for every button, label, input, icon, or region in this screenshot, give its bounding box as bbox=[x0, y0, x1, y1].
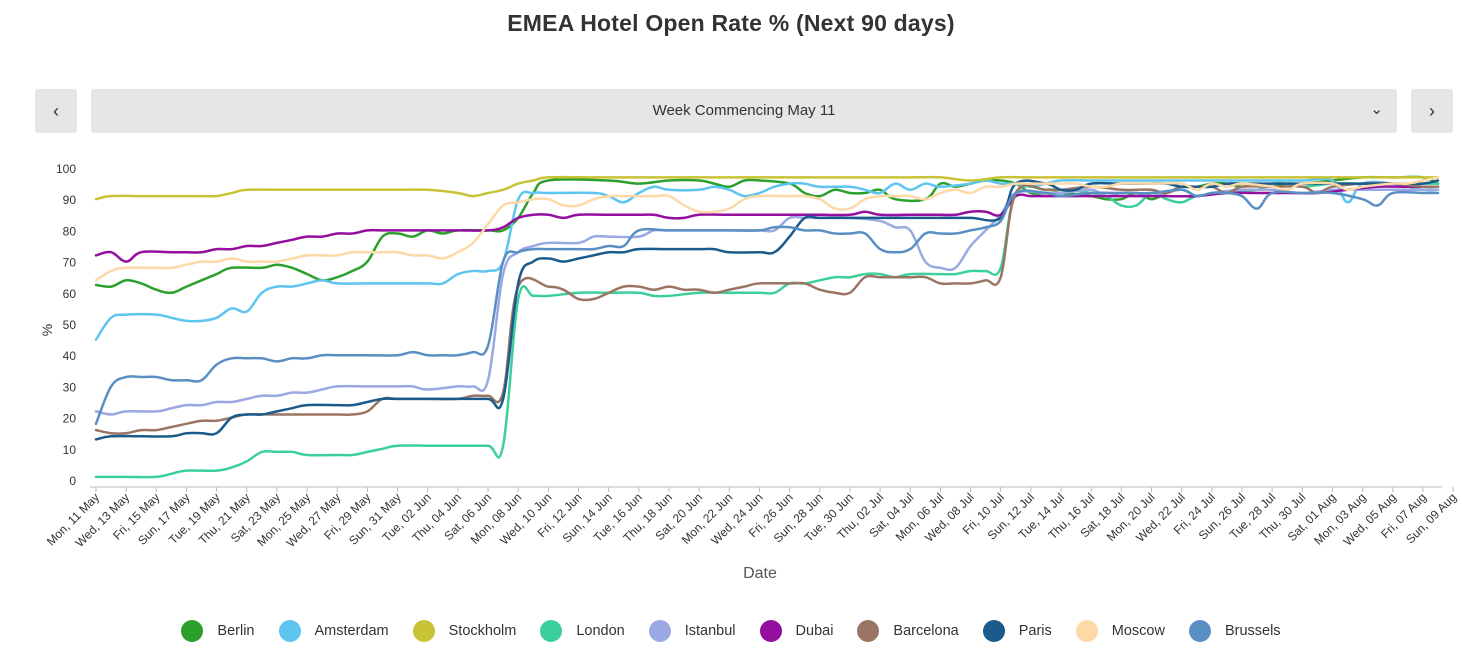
chevron-left-icon: ‹ bbox=[53, 100, 59, 121]
y-tick-label: 0 bbox=[69, 474, 76, 488]
prev-week-button[interactable]: ‹ bbox=[35, 89, 77, 133]
legend-label: London bbox=[576, 623, 625, 639]
y-tick-label: 60 bbox=[63, 287, 77, 301]
legend-item-london[interactable]: London bbox=[540, 620, 625, 642]
legend-swatch bbox=[759, 620, 782, 642]
legend-swatch bbox=[982, 620, 1005, 642]
series-line-dubai[interactable] bbox=[94, 185, 1440, 263]
legend-item-dubai[interactable]: Dubai bbox=[759, 620, 834, 642]
legend-swatch bbox=[857, 620, 880, 642]
series-line-moscow[interactable] bbox=[94, 176, 1440, 282]
legend-item-stockholm[interactable]: Stockholm bbox=[412, 620, 517, 642]
legend-item-berlin[interactable]: Berlin bbox=[181, 620, 255, 642]
y-axis-label: % bbox=[39, 324, 55, 336]
legend-swatch bbox=[278, 620, 301, 642]
legend-swatch bbox=[181, 620, 204, 642]
legend-label: Barcelona bbox=[893, 623, 959, 639]
legend-item-moscow[interactable]: Moscow bbox=[1075, 620, 1165, 642]
legend-item-barcelona[interactable]: Barcelona bbox=[857, 620, 959, 642]
series-line-london[interactable] bbox=[94, 181, 1440, 479]
series-line-istanbul[interactable] bbox=[94, 188, 1440, 416]
legend-item-paris[interactable]: Paris bbox=[982, 620, 1052, 642]
series-line-amsterdam[interactable] bbox=[94, 177, 1440, 341]
y-tick-label: 70 bbox=[63, 256, 77, 270]
series-line-paris[interactable] bbox=[94, 179, 1440, 441]
chevron-right-icon: › bbox=[1429, 100, 1435, 121]
legend-label: Istanbul bbox=[684, 623, 736, 639]
y-tick-label: 40 bbox=[63, 349, 77, 363]
y-tick-label: 80 bbox=[63, 224, 77, 238]
series-line-barcelona[interactable] bbox=[94, 181, 1440, 435]
series-lines bbox=[94, 175, 1440, 479]
y-tick-label: 50 bbox=[63, 318, 77, 332]
legend-label: Brussels bbox=[1224, 623, 1281, 639]
series-line-brussels[interactable] bbox=[94, 188, 1440, 426]
legend-swatch bbox=[648, 620, 671, 642]
legend-label: Berlin bbox=[217, 623, 255, 639]
legend-swatch bbox=[412, 620, 435, 642]
next-week-button[interactable]: › bbox=[1411, 89, 1453, 133]
y-tick-label: 30 bbox=[63, 380, 77, 394]
legend-item-istanbul[interactable]: Istanbul bbox=[648, 620, 736, 642]
legend-item-amsterdam[interactable]: Amsterdam bbox=[278, 620, 389, 642]
y-tick-label: 10 bbox=[63, 443, 77, 457]
week-selector-label: Week Commencing May 11 bbox=[652, 102, 836, 119]
y-tick-label: 20 bbox=[63, 412, 77, 426]
legend-label: Moscow bbox=[1111, 623, 1165, 639]
series-line-stockholm[interactable] bbox=[94, 175, 1440, 201]
legend-swatch bbox=[540, 620, 563, 642]
y-tick-label: 100 bbox=[56, 162, 76, 176]
chart-legend: Berlin Amsterdam Stockholm London Istanbul Du… bbox=[0, 620, 1462, 642]
chevron-down-icon: ⌄ bbox=[1370, 101, 1383, 118]
y-axis-ticks: 0 10 20 30 40 50 60 70 80 90 100 bbox=[56, 162, 76, 488]
legend-label: Paris bbox=[1018, 623, 1052, 639]
chart-title: EMEA Hotel Open Rate % (Next 90 days) bbox=[507, 10, 955, 36]
week-selector-dropdown[interactable]: Week Commencing May 11 ⌄ bbox=[91, 89, 1397, 133]
legend-label: Stockholm bbox=[448, 623, 517, 639]
legend-swatch bbox=[1075, 620, 1098, 642]
x-axis-label: Date bbox=[743, 565, 777, 582]
legend-swatch bbox=[1188, 620, 1211, 642]
y-tick-label: 90 bbox=[63, 193, 77, 207]
legend-label: Amsterdam bbox=[314, 623, 389, 639]
legend-label: Dubai bbox=[795, 623, 834, 639]
legend-item-brussels[interactable]: Brussels bbox=[1188, 620, 1281, 642]
